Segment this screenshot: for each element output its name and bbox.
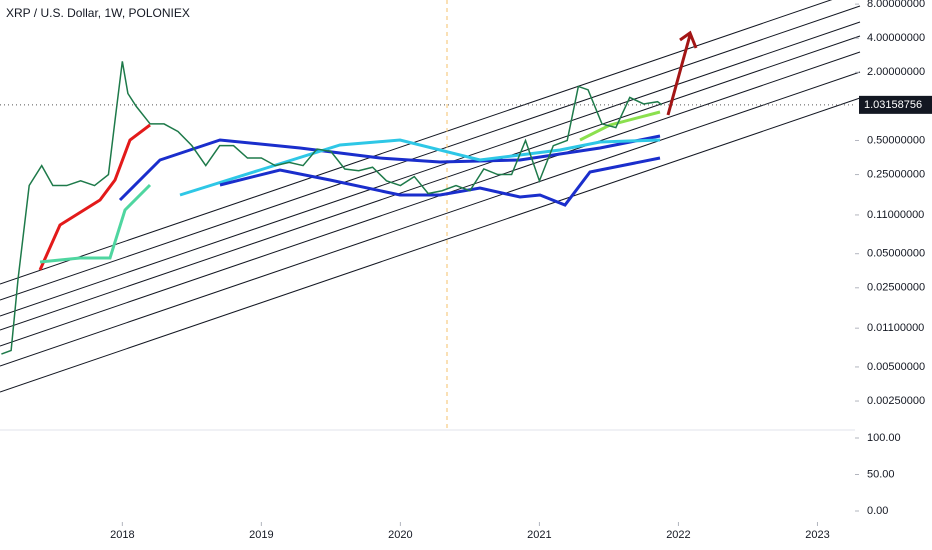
channel-line (0, 35, 861, 331)
x-tick-label: 2023 (805, 529, 829, 541)
projection-arrow (666, 30, 698, 116)
y-tick-label: 0.25000000 (867, 168, 925, 180)
y-tick-label: 0.01100000 (867, 322, 924, 334)
last-price-box (859, 95, 932, 114)
moving-average (39, 183, 152, 264)
moving-average (179, 138, 661, 197)
price-line (1, 61, 663, 355)
x-tick-label: 2020 (388, 529, 412, 541)
x-tick-label: 2019 (249, 529, 273, 541)
y-tick-label: 0.00500000 (867, 361, 925, 373)
moving-average (38, 123, 151, 271)
chart-title: XRP / U.S. Dollar, 1W, POLONIEX (6, 6, 190, 20)
channel-line (0, 0, 833, 285)
x-tick-label: 2018 (110, 529, 134, 541)
y-tick-label: 0.02500000 (867, 282, 925, 294)
last-price-label: 1.03158756 (864, 99, 922, 111)
channel-line (0, 51, 861, 347)
y-tick-label: 0.00250000 (867, 395, 925, 407)
y-tick-label: 8.00000000 (867, 0, 925, 10)
moving-average (579, 110, 661, 142)
y-tick-label: 0.00 (867, 505, 888, 517)
y-tick-label: 0.11000000 (867, 209, 924, 221)
moving-average (118, 134, 661, 202)
x-tick-label: 2022 (666, 529, 690, 541)
moving-average (219, 156, 661, 207)
channel-line (0, 5, 861, 301)
trend-channel (0, 0, 861, 393)
channel-line (0, 97, 861, 393)
y-tick-label: 100.00 (867, 432, 901, 444)
y-tick-label: 0.50000000 (867, 134, 925, 146)
channel-line (0, 71, 861, 367)
channel-line (0, 21, 861, 317)
y-tick-label: 4.00000000 (867, 32, 925, 44)
y-tick-label: 2.00000000 (867, 66, 925, 78)
x-tick-label: 2021 (527, 529, 551, 541)
y-tick-label: 0.05000000 (867, 248, 925, 260)
y-tick-label: 50.00 (867, 468, 895, 480)
